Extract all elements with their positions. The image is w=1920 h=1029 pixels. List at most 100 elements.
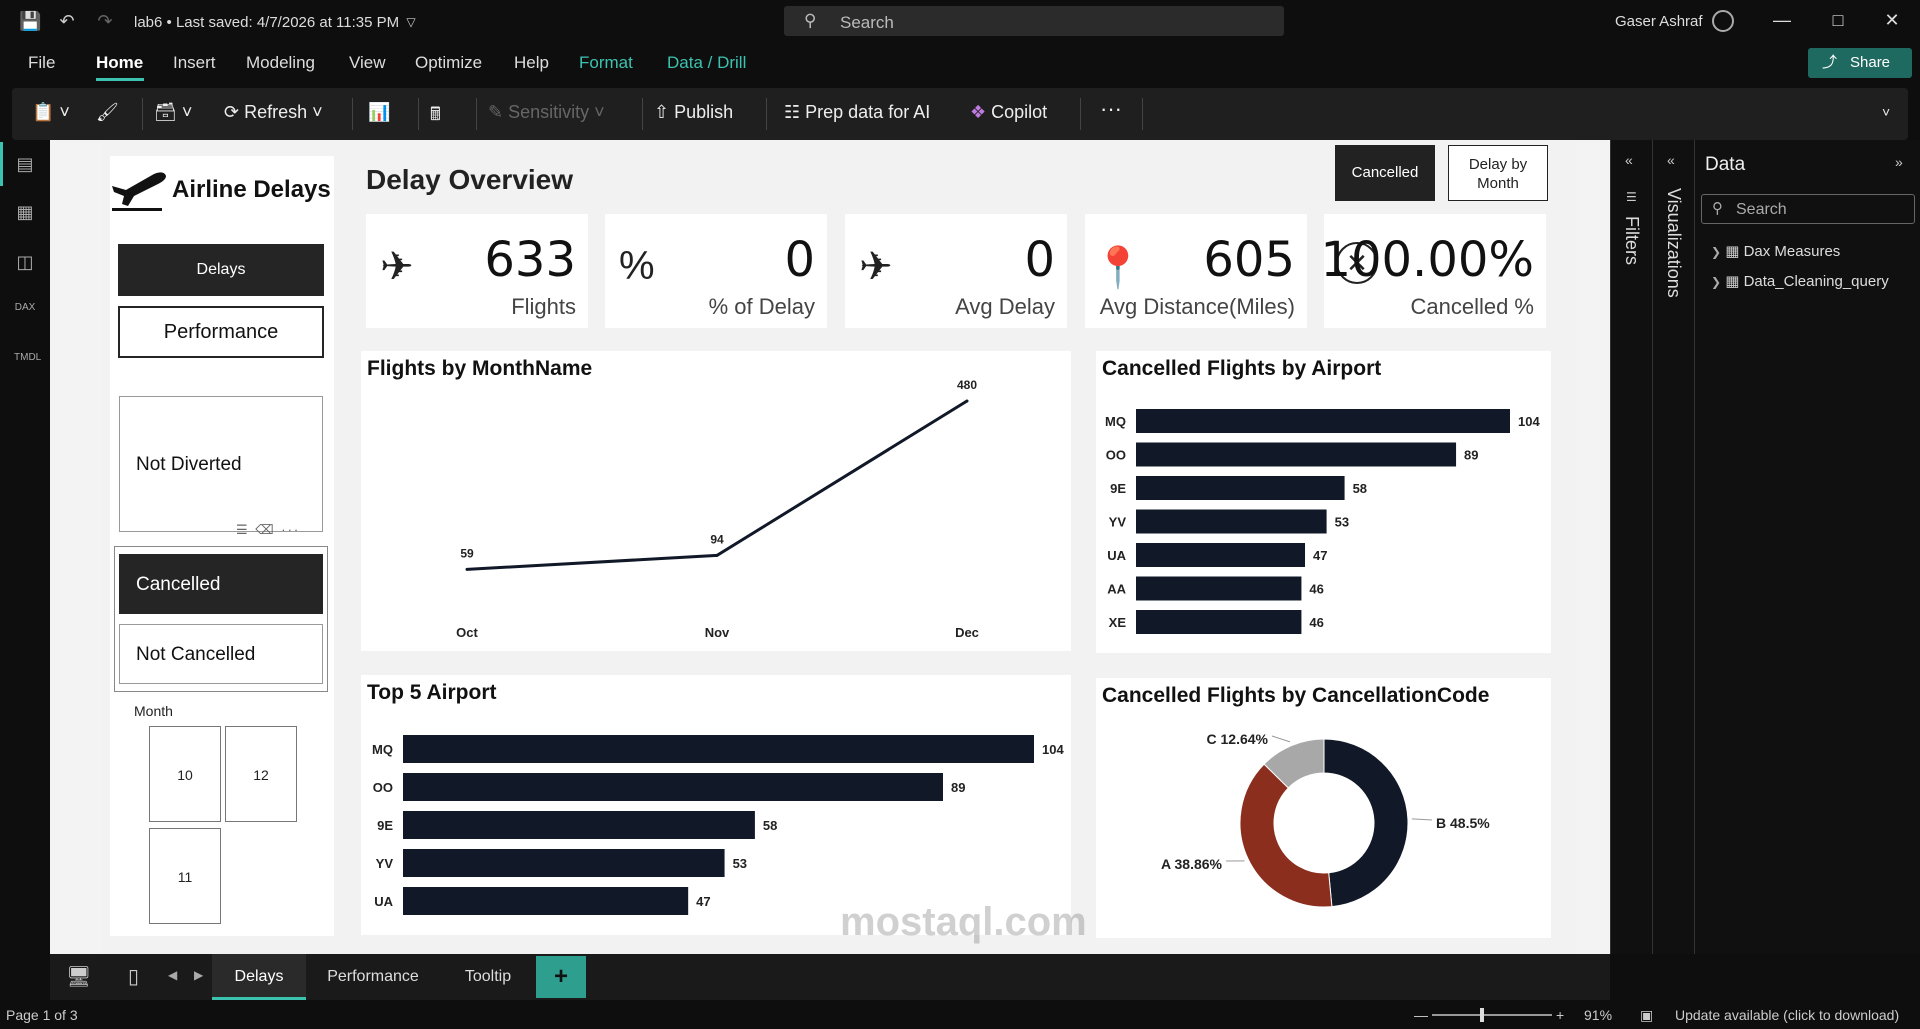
- zoom-slider-thumb[interactable]: [1480, 1008, 1484, 1022]
- new-visual-icon[interactable]: 📊: [368, 102, 391, 122]
- zoom-out-icon[interactable]: —: [1414, 1007, 1428, 1023]
- prev-page-icon[interactable]: ◀: [168, 968, 178, 982]
- expand-visualizations-icon[interactable]: «: [1667, 152, 1675, 168]
- save-icon[interactable]: 💾: [19, 11, 42, 31]
- tmdl-view-icon[interactable]: TMDL: [14, 352, 42, 363]
- desktop-layout-icon[interactable]: 🖥: [66, 966, 92, 988]
- kpi-avg-delay[interactable]: ✈ 0 Avg Delay: [845, 214, 1067, 328]
- redo-icon[interactable]: ↷: [97, 11, 113, 31]
- calculator-icon[interactable]: 🖩: [430, 104, 441, 124]
- bar: [1136, 576, 1302, 601]
- month-tile-10[interactable]: 10: [149, 726, 221, 822]
- airplane-icon: ✈: [380, 245, 414, 289]
- nav-performance-button[interactable]: Performance: [118, 306, 324, 358]
- donut-slice: [1263, 738, 1325, 789]
- maximize-icon[interactable]: □: [1832, 10, 1844, 30]
- visualizations-label: Visualizations: [1664, 188, 1684, 298]
- slicer-not-diverted[interactable]: Not Diverted: [119, 396, 323, 532]
- zoom-slider[interactable]: [1432, 1014, 1552, 1016]
- document-title[interactable]: lab6 • Last saved: 4/7/2026 at 11:35 PM: [134, 14, 400, 31]
- ribbon-collapse-icon[interactable]: ˅: [1882, 104, 1891, 120]
- filter-icon: ☰: [1626, 190, 1637, 204]
- prep-data-button[interactable]: ☷ Prep data for AI: [784, 102, 931, 122]
- chevron-down-icon[interactable]: ▽: [406, 15, 416, 29]
- slicer-not-cancelled[interactable]: Not Cancelled: [119, 624, 323, 684]
- close-icon[interactable]: ✕: [1884, 10, 1900, 30]
- table-view-icon[interactable]: ▦: [16, 202, 34, 222]
- bar: [403, 849, 725, 877]
- mobile-layout-icon[interactable]: ▯: [128, 966, 140, 988]
- avatar[interactable]: [1712, 10, 1734, 32]
- menu-format[interactable]: Format: [579, 53, 633, 72]
- menu-home[interactable]: Home: [96, 53, 144, 72]
- search-icon: ⚲: [804, 11, 817, 30]
- share-button[interactable]: ⤴ Share: [1808, 48, 1912, 78]
- refresh-button[interactable]: ⟳ Refresh ˅: [224, 102, 323, 122]
- month-tile-12[interactable]: 12: [225, 726, 297, 822]
- fit-page-icon[interactable]: ▣: [1640, 1007, 1654, 1023]
- kpi-flights[interactable]: ✈ 633 Flights: [366, 214, 588, 328]
- kpi-percent-delay[interactable]: % 0 % of Delay: [605, 214, 827, 328]
- value-label: 47: [696, 894, 710, 909]
- tree-item-data-cleaning-query[interactable]: ❯ ▦ Data_Cleaning_query: [1711, 272, 1889, 290]
- category-label: 9E: [1110, 481, 1126, 496]
- data-search-input[interactable]: ⚲ Search: [1701, 194, 1915, 224]
- minimize-icon[interactable]: —: [1773, 10, 1791, 30]
- more-options-button[interactable]: ···: [1100, 96, 1122, 121]
- add-page-button[interactable]: +: [536, 956, 586, 998]
- menu-insert[interactable]: Insert: [173, 53, 216, 72]
- menu-optimize[interactable]: Optimize: [415, 53, 483, 72]
- search-input[interactable]: ⚲ Search: [784, 6, 1284, 36]
- publish-button[interactable]: ⇧ Publish: [654, 102, 734, 122]
- tab-delays[interactable]: Delays: [212, 954, 306, 1000]
- slice-label: B 48.5%: [1436, 815, 1490, 831]
- category-label: 9E: [377, 818, 393, 833]
- report-view-icon[interactable]: ▤: [16, 154, 34, 174]
- table-icon: ▦: [1725, 273, 1740, 290]
- cancelled-page-button[interactable]: Cancelled: [1335, 145, 1435, 201]
- cancellation-code-card[interactable]: Cancelled Flights by CancellationCode B …: [1096, 678, 1551, 938]
- undo-icon[interactable]: ↶: [59, 11, 75, 31]
- donut-slice: [1239, 763, 1333, 908]
- copilot-button[interactable]: ❖ Copilot: [970, 102, 1047, 123]
- visual-header-icons[interactable]: ☰ ⌫ ···: [236, 522, 301, 537]
- kpi-cancelled-percent[interactable]: ✕ 100.00% Cancelled %: [1320, 214, 1546, 328]
- donut-slice: [1323, 738, 1409, 908]
- line-chart: 59 Oct 94 Nov 480 Dec: [456, 378, 979, 640]
- paste-icon[interactable]: 📋 ˅: [32, 102, 70, 122]
- update-available-link[interactable]: Update available (click to download): [1675, 1007, 1900, 1023]
- menu-data-drill[interactable]: Data / Drill: [667, 53, 747, 72]
- slicer-cancelled[interactable]: Cancelled: [119, 554, 323, 614]
- copilot-label: Copilot: [991, 102, 1048, 122]
- tree-label: Dax Measures: [1743, 243, 1841, 260]
- delay-by-month-button[interactable]: Delay by Month: [1448, 145, 1548, 201]
- nav-delays-button[interactable]: Delays: [118, 244, 324, 296]
- top5-airport-card[interactable]: Top 5 Airport MQ 104 OO 89 9E 58 YV 53 UA 47: [361, 675, 1071, 935]
- get-data-icon[interactable]: 🗃 ˅: [154, 102, 193, 122]
- cancelled-by-airport-card[interactable]: Cancelled Flights by Airport MQ 104 OO 89 9E…: [1096, 351, 1551, 653]
- user-name[interactable]: Gaser Ashraf: [1615, 13, 1703, 30]
- menu-help[interactable]: Help: [514, 53, 549, 72]
- month-tile-11[interactable]: 11: [149, 828, 221, 924]
- menu-view[interactable]: View: [349, 53, 386, 72]
- model-view-icon[interactable]: ◫: [16, 252, 34, 272]
- category-label: OO: [1106, 448, 1126, 463]
- next-page-icon[interactable]: ▶: [194, 968, 204, 982]
- format-painter-icon[interactable]: 🖌: [96, 102, 119, 122]
- expand-filters-icon[interactable]: «: [1625, 152, 1633, 168]
- zoom-in-icon[interactable]: +: [1556, 1007, 1565, 1023]
- value-label: 89: [1464, 448, 1478, 463]
- flights-by-month-card[interactable]: Flights by MonthName 59 Oct 94 Nov 480 Dec: [361, 351, 1071, 651]
- menu-file[interactable]: File: [28, 53, 56, 72]
- tree-item-dax-measures[interactable]: ❯ ▦ Dax Measures: [1711, 242, 1840, 260]
- category-label: AA: [1107, 582, 1126, 597]
- tab-tooltip[interactable]: Tooltip: [464, 968, 512, 985]
- visualizations-pane[interactable]: « Visualizations: [1652, 140, 1694, 954]
- kpi-label: Cancelled %: [1410, 294, 1534, 319]
- collapse-data-icon[interactable]: »: [1895, 154, 1903, 170]
- filters-pane[interactable]: « ☰ Filters: [1610, 140, 1652, 954]
- kpi-avg-distance[interactable]: 📍 605 Avg Distance(Miles): [1085, 214, 1307, 328]
- tab-performance[interactable]: Performance: [327, 968, 419, 985]
- menu-modeling[interactable]: Modeling: [246, 53, 315, 72]
- dax-view-icon[interactable]: DAX: [14, 302, 36, 313]
